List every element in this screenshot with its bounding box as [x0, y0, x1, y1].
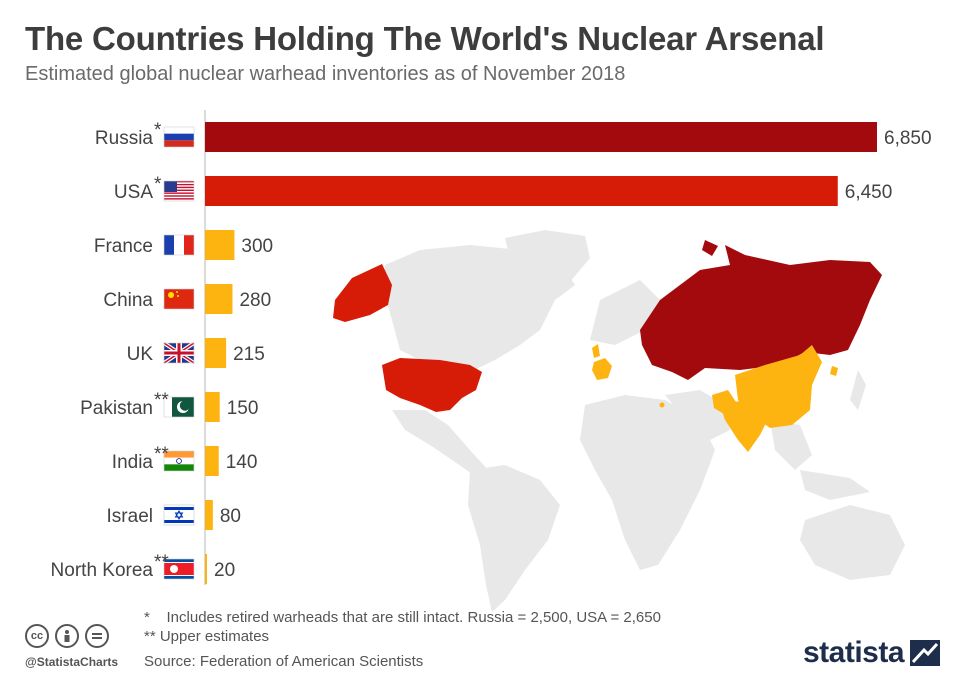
value-label-china: 280	[239, 290, 271, 311]
category-label-israel: Israel	[107, 506, 153, 527]
bar-israel	[205, 500, 213, 530]
by-icon[interactable]	[55, 624, 79, 648]
bar-india	[205, 446, 219, 476]
category-label-pakistan: Pakistan	[80, 398, 153, 419]
flag-india-icon	[163, 450, 195, 472]
footnote-upper: ** Upper estimates	[144, 628, 270, 645]
bar-france	[205, 230, 235, 260]
category-label-china: China	[103, 290, 153, 311]
page-subtitle: Estimated global nuclear warhead invento…	[25, 63, 626, 85]
bar-north-korea	[205, 554, 207, 584]
value-label-pakistan: 150	[227, 398, 259, 419]
statista-logo[interactable]: statista	[803, 636, 941, 670]
bar-uk	[205, 338, 227, 368]
flag-israel-icon	[163, 504, 195, 526]
value-label-uk: 215	[233, 344, 265, 365]
source-note: Source: Federation of American Scientist…	[144, 653, 424, 670]
flag-usa-icon	[163, 180, 195, 202]
flag-russia-icon	[163, 126, 195, 148]
category-mark-pakistan: **	[154, 390, 169, 411]
footnote-retired-mark: *	[144, 609, 150, 626]
footnotes: * Includes retired warheads that are sti…	[144, 608, 661, 646]
category-mark-russia: *	[154, 120, 162, 141]
category-label-france: France	[94, 236, 153, 257]
footnote-retired-text: Includes retired warheads that are still…	[166, 609, 661, 626]
cc-icon[interactable]: cc	[25, 624, 49, 648]
value-label-india: 140	[226, 452, 258, 473]
category-mark-north-korea: **	[154, 552, 169, 573]
category-label-uk: UK	[127, 344, 154, 365]
value-label-north-korea: 20	[214, 560, 235, 581]
category-label-india: India	[112, 452, 154, 473]
nd-icon[interactable]	[85, 624, 109, 648]
flag-uk-icon	[162, 341, 196, 365]
value-label-israel: 80	[220, 506, 241, 527]
page-title: The Countries Holding The World's Nuclea…	[25, 20, 825, 57]
flag-north-korea-icon	[163, 558, 195, 580]
bar-russia	[205, 122, 877, 152]
flag-pakistan-icon	[163, 396, 195, 418]
bar-pakistan	[205, 392, 220, 422]
value-label-russia: 6,850	[884, 128, 932, 149]
value-label-france: 300	[241, 236, 273, 257]
category-label-russia: Russia	[95, 128, 154, 149]
flag-china-icon	[163, 288, 195, 310]
twitter-handle[interactable]: @StatistaCharts	[25, 655, 119, 669]
category-label-north-korea: North Korea	[51, 560, 154, 581]
category-mark-usa: *	[154, 174, 162, 195]
bar-china	[205, 284, 233, 314]
statista-mark-icon	[910, 640, 941, 666]
license-icons: cc	[25, 624, 109, 648]
value-label-usa: 6,450	[845, 182, 893, 203]
category-mark-india: **	[154, 444, 169, 465]
bar-usa	[205, 176, 838, 206]
flag-france-icon	[163, 234, 195, 256]
footnote-retired: * Includes retired warheads that are sti…	[144, 608, 661, 627]
brand-name: statista	[803, 636, 905, 669]
category-label-usa: USA	[114, 182, 153, 203]
